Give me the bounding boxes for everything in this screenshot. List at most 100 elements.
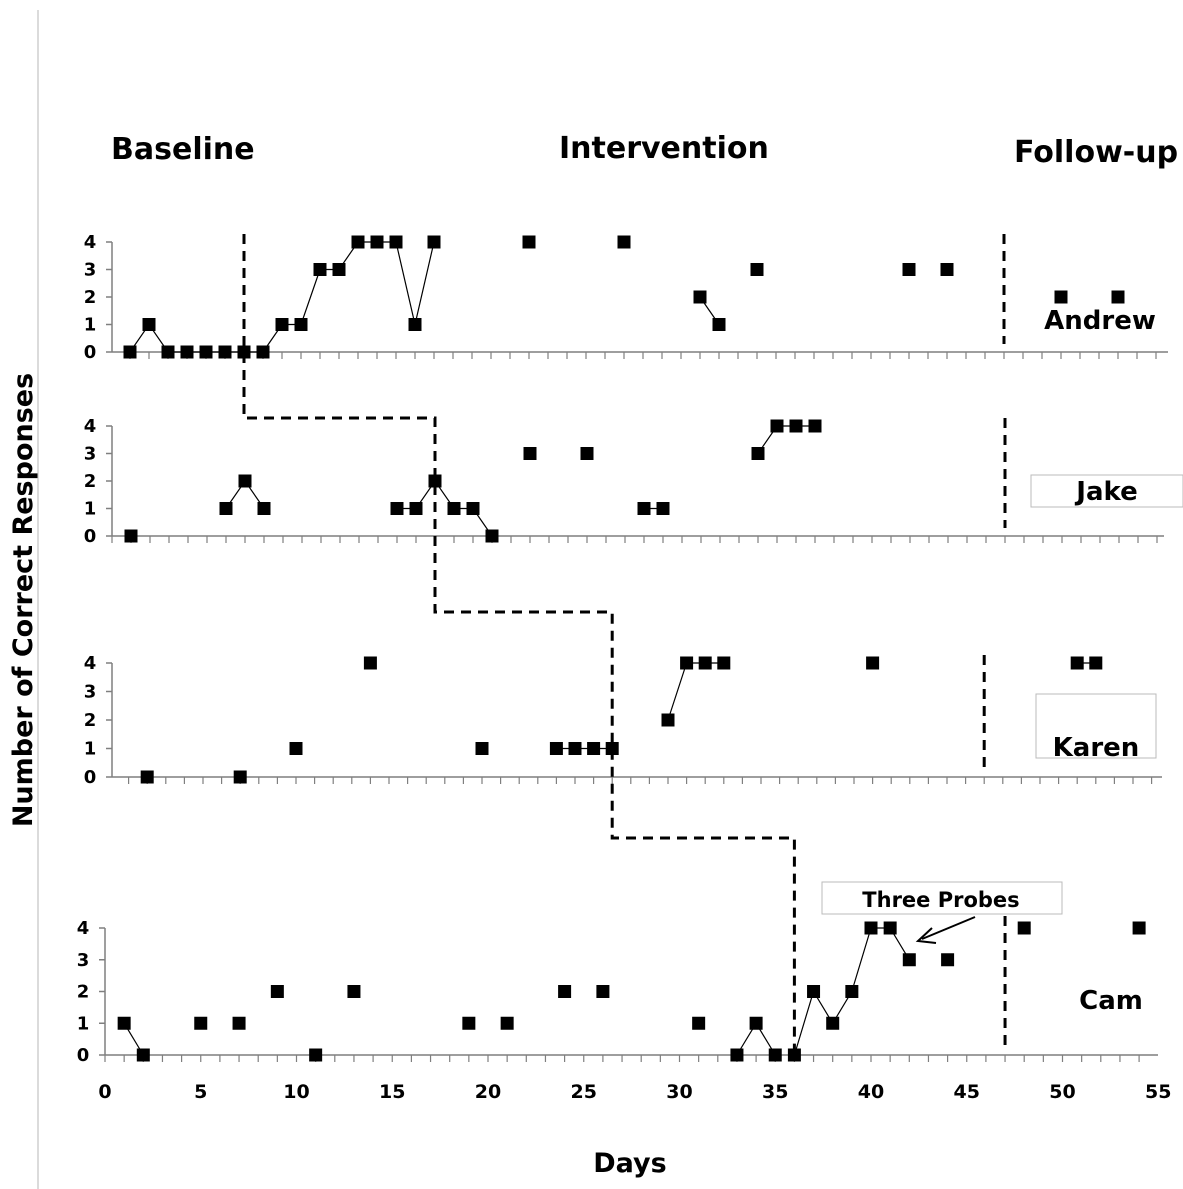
y-axis-title: Number of Correct Responses <box>8 373 39 827</box>
y-tick-label: 1 <box>84 315 97 336</box>
data-point <box>637 502 651 515</box>
data-point <box>332 263 346 276</box>
data-point <box>587 742 601 755</box>
data-point <box>787 1048 801 1062</box>
data-point <box>864 921 878 935</box>
y-tick-label: 0 <box>84 342 97 363</box>
panel-jake: 0 1 2 3 4 <box>84 416 1164 547</box>
data-point <box>500 1016 514 1030</box>
phase-label-intervention: Intervention <box>559 131 769 166</box>
data-point <box>309 1048 323 1062</box>
y-tick-label: 4 <box>84 653 97 674</box>
data-point <box>808 419 822 433</box>
data-point <box>427 235 441 249</box>
data-point <box>768 1048 782 1062</box>
panel-andrew: 0 1 2 3 4 <box>84 232 1168 363</box>
data-point <box>218 345 232 359</box>
y-tick-label: 2 <box>84 710 97 731</box>
data-point <box>347 985 361 998</box>
data-point <box>866 656 880 670</box>
y-tick-label: 2 <box>84 471 97 492</box>
data-point <box>568 742 582 755</box>
data-point <box>750 263 764 276</box>
data-point <box>313 263 327 276</box>
panel-name-jake: Jake <box>1074 477 1137 507</box>
data-point <box>941 953 955 967</box>
data-point <box>408 318 422 331</box>
data-point <box>661 713 675 727</box>
y-tick-label: 3 <box>77 950 90 971</box>
data-connector <box>757 425 815 454</box>
y-tick-label: 2 <box>77 982 90 1003</box>
x-tick-labels: 0 5 10 15 20 25 30 35 40 45 50 55 <box>98 1081 1171 1103</box>
y-tick-label: 4 <box>84 416 97 437</box>
data-point <box>140 770 154 784</box>
data-point <box>199 345 213 359</box>
data-point <box>522 235 536 249</box>
phase-label-followup: Follow-up <box>1014 135 1178 170</box>
x-tick-label: 45 <box>954 1081 980 1103</box>
data-point <box>751 447 765 460</box>
y-tick-label: 0 <box>77 1045 90 1066</box>
data-point <box>142 318 156 331</box>
data-point <box>749 1016 763 1030</box>
data-point <box>389 235 403 249</box>
data-point <box>1111 290 1125 304</box>
data-point <box>1054 290 1068 304</box>
data-point <box>363 656 377 670</box>
data-point <box>693 290 707 304</box>
data-point <box>789 419 803 433</box>
y-tick-label: 1 <box>77 1013 90 1034</box>
data-point <box>237 345 251 359</box>
y-tick-label: 4 <box>77 918 90 939</box>
data-point <box>1132 921 1146 935</box>
panel-karen: 0 1 2 3 4 <box>84 653 1162 788</box>
x-tick-label: 50 <box>1049 1081 1075 1103</box>
data-connector <box>129 241 435 353</box>
data-point <box>523 447 537 460</box>
data-point <box>180 345 194 359</box>
data-point <box>605 742 619 755</box>
data-connector <box>667 662 724 721</box>
data-point <box>770 419 784 433</box>
x-tick-label: 30 <box>666 1081 692 1103</box>
data-point <box>883 921 897 935</box>
data-point <box>826 1016 840 1030</box>
label-box-karen <box>1035 693 1157 759</box>
panel-cam: 0 1 2 3 4 <box>77 916 1158 1066</box>
data-point <box>1017 921 1031 935</box>
data-point <box>730 1048 744 1062</box>
x-tick-label: 55 <box>1145 1081 1171 1103</box>
y-tick-label: 2 <box>84 287 97 308</box>
label-box-jake <box>1030 474 1183 508</box>
data-point <box>580 447 594 460</box>
data-point <box>238 474 252 488</box>
y-tick-label: 0 <box>84 767 97 788</box>
data-point <box>161 345 175 359</box>
data-point <box>698 656 712 670</box>
data-point <box>294 318 308 331</box>
panel-name-cam: Cam <box>1079 986 1143 1016</box>
data-point <box>194 1016 208 1030</box>
x-axis-title: Days <box>593 1148 666 1179</box>
data-point <box>462 1016 476 1030</box>
y-tick-label: 3 <box>84 260 97 281</box>
y-tick-label: 3 <box>84 682 97 703</box>
x-tick-label: 20 <box>475 1081 501 1103</box>
x-tick-label: 15 <box>379 1081 405 1103</box>
x-tick-label: 5 <box>194 1081 207 1103</box>
data-point <box>270 985 284 998</box>
data-point <box>390 502 404 515</box>
data-point <box>807 985 821 998</box>
data-point <box>902 263 916 276</box>
intervention-phase-line <box>242 234 796 1055</box>
data-point <box>475 742 489 755</box>
x-tick-label: 25 <box>571 1081 597 1103</box>
annotation-arrow-line <box>921 916 976 940</box>
annotation-arrowhead <box>915 927 937 944</box>
data-point <box>232 1016 246 1030</box>
data-point <box>219 502 233 515</box>
data-point <box>466 502 480 515</box>
data-point <box>428 474 442 488</box>
